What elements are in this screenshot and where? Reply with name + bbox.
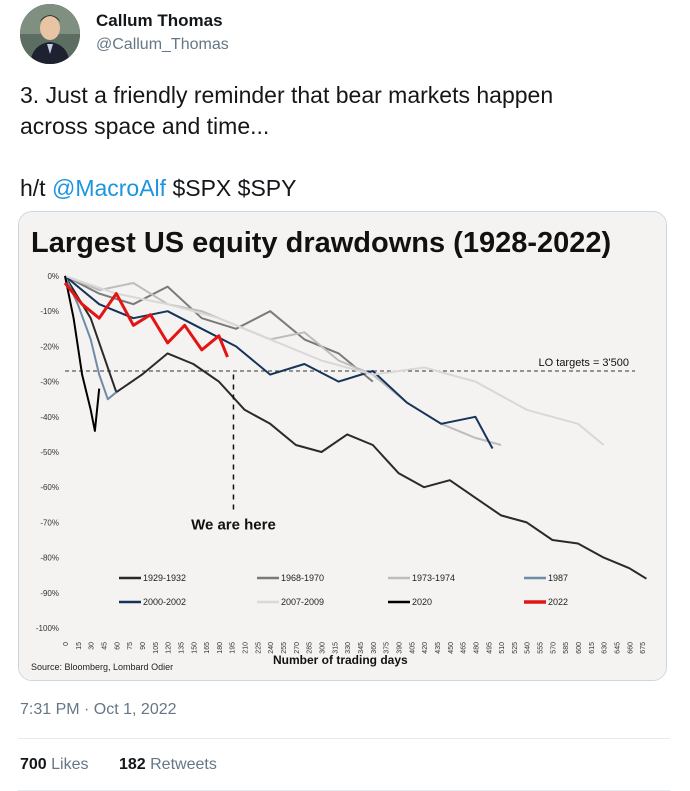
x-tick-label: 75 bbox=[127, 642, 134, 650]
tweet-tags: h/t @MacroAlf $SPX $SPY bbox=[20, 173, 670, 204]
y-tick-label: -40% bbox=[40, 413, 59, 422]
x-tick-label: 180 bbox=[217, 642, 224, 654]
legend-label-2020: 2020 bbox=[412, 597, 432, 607]
x-tick-label: 435 bbox=[435, 642, 442, 654]
x-tick-label: 510 bbox=[499, 642, 506, 654]
chart-background bbox=[19, 212, 666, 680]
x-tick-label: 570 bbox=[550, 642, 557, 654]
x-tick-label: 630 bbox=[602, 642, 609, 654]
x-tick-label: 315 bbox=[332, 642, 339, 654]
x-tick-label: 420 bbox=[422, 642, 429, 654]
x-tick-label: 300 bbox=[320, 642, 327, 654]
tweet-text: 3. Just a friendly reminder that bear ma… bbox=[20, 80, 670, 204]
legend-label-1968-1970: 1968-1970 bbox=[281, 573, 324, 583]
display-name[interactable]: Callum Thomas bbox=[96, 11, 223, 30]
profile-photo-icon bbox=[20, 4, 80, 64]
x-tick-label: 495 bbox=[486, 642, 493, 654]
x-tick-label: 645 bbox=[615, 642, 622, 654]
y-tick-label: -20% bbox=[40, 342, 59, 351]
x-tick-label: 330 bbox=[345, 642, 352, 654]
x-tick-label: 600 bbox=[576, 642, 583, 654]
series-line-1987 bbox=[64, 275, 117, 401]
x-tick-label: 675 bbox=[640, 642, 647, 654]
x-tick-label: 660 bbox=[627, 642, 634, 654]
x-tick-label: 555 bbox=[538, 642, 545, 654]
annotation-text: We are here bbox=[191, 516, 276, 533]
retweets-label: Retweets bbox=[150, 756, 217, 773]
x-axis-label: Number of trading days bbox=[273, 653, 408, 667]
likes-label: Likes bbox=[51, 756, 89, 773]
x-tick-label: 210 bbox=[243, 642, 250, 654]
likes-count: 700 bbox=[20, 756, 47, 773]
tweet-timestamp[interactable]: 7:31 PM · Oct 1, 2022 bbox=[20, 701, 177, 718]
legend-label-1929-1932: 1929-1932 bbox=[143, 573, 186, 583]
legend-label-2007-2009: 2007-2009 bbox=[281, 597, 324, 607]
series-line-1929-1932 bbox=[64, 275, 647, 580]
avatar[interactable] bbox=[20, 4, 80, 64]
x-tick-label: 0 bbox=[63, 642, 70, 646]
x-tick-label: 240 bbox=[268, 642, 275, 654]
legend-label-2000-2002: 2000-2002 bbox=[143, 597, 186, 607]
x-tick-label: 45 bbox=[101, 642, 108, 650]
x-tick-label: 195 bbox=[230, 642, 237, 654]
x-tick-label: 390 bbox=[396, 642, 403, 654]
x-tick-label: 255 bbox=[281, 642, 288, 654]
series-line-2022 bbox=[63, 282, 229, 358]
x-tick-label: 105 bbox=[153, 642, 160, 654]
y-tick-label: -90% bbox=[40, 589, 59, 598]
x-tick-label: 525 bbox=[512, 642, 519, 654]
x-tick-label: 615 bbox=[589, 642, 596, 654]
series-line-2020 bbox=[64, 275, 101, 432]
x-tick-label: 360 bbox=[371, 642, 378, 654]
x-tick-label: 90 bbox=[140, 642, 147, 650]
user-handle[interactable]: @Callum_Thomas bbox=[96, 36, 229, 53]
x-tick-label: 450 bbox=[448, 642, 455, 654]
series-line-2000-2002 bbox=[64, 275, 494, 449]
x-tick-label: 465 bbox=[461, 642, 468, 654]
series-line-2007-2009 bbox=[64, 275, 605, 446]
x-tick-label: 150 bbox=[191, 642, 198, 654]
mention-link[interactable]: @MacroAlf bbox=[51, 175, 167, 201]
y-tick-label: -80% bbox=[40, 554, 59, 563]
y-tick-label: -50% bbox=[40, 448, 59, 457]
x-tick-label: 120 bbox=[166, 642, 173, 654]
divider bbox=[18, 738, 670, 739]
reference-line-label: LO targets = 3'500 bbox=[539, 357, 629, 369]
y-tick-label: -30% bbox=[40, 378, 59, 387]
legend-label-1973-1974: 1973-1974 bbox=[412, 573, 455, 583]
x-tick-label: 375 bbox=[384, 642, 391, 654]
y-tick-label: 0% bbox=[47, 272, 59, 281]
likes-stat[interactable]: 700 Likes bbox=[20, 756, 89, 773]
x-tick-label: 225 bbox=[255, 642, 262, 654]
x-tick-label: 15 bbox=[76, 642, 83, 650]
legend-label-1987: 1987 bbox=[548, 573, 568, 583]
tweet-text-line1: 3. Just a friendly reminder that bear ma… bbox=[20, 82, 554, 108]
retweets-count: 182 bbox=[118, 756, 146, 773]
x-tick-label: 405 bbox=[409, 642, 416, 654]
chart-title: Largest US equity drawdowns (1928-2022) bbox=[31, 227, 611, 259]
x-tick-label: 135 bbox=[178, 642, 185, 654]
chart-source: Source: Bloomberg, Lombard Odier bbox=[31, 662, 173, 672]
x-tick-label: 60 bbox=[114, 642, 121, 650]
tickers-text: $SPX $SPY bbox=[166, 175, 297, 201]
chart-image-card[interactable]: Largest US equity drawdowns (1928-2022) … bbox=[18, 211, 667, 681]
tweet-text-line2: across space and time... bbox=[20, 113, 270, 139]
retweets-stat[interactable]: 182 Retweets bbox=[119, 756, 217, 773]
tweet-stats: 700 Likes 182 Retweets bbox=[20, 756, 243, 774]
legend-label-2022: 2022 bbox=[548, 597, 568, 607]
x-tick-label: 540 bbox=[525, 642, 532, 654]
x-tick-label: 480 bbox=[473, 642, 480, 654]
y-tick-label: -70% bbox=[40, 518, 59, 527]
y-tick-label: -60% bbox=[40, 483, 59, 492]
x-tick-label: 270 bbox=[294, 642, 301, 654]
x-tick-label: 345 bbox=[358, 642, 365, 654]
x-tick-label: 165 bbox=[204, 642, 211, 654]
x-tick-label: 585 bbox=[563, 642, 570, 654]
y-tick-label: -100% bbox=[36, 624, 59, 633]
x-tick-label: 30 bbox=[89, 642, 96, 650]
x-tick-label: 285 bbox=[307, 642, 314, 654]
drawdowns-chart: Largest US equity drawdowns (1928-2022) … bbox=[19, 212, 666, 680]
hat-tip-text: h/t bbox=[20, 175, 52, 201]
y-tick-label: -10% bbox=[40, 307, 59, 316]
